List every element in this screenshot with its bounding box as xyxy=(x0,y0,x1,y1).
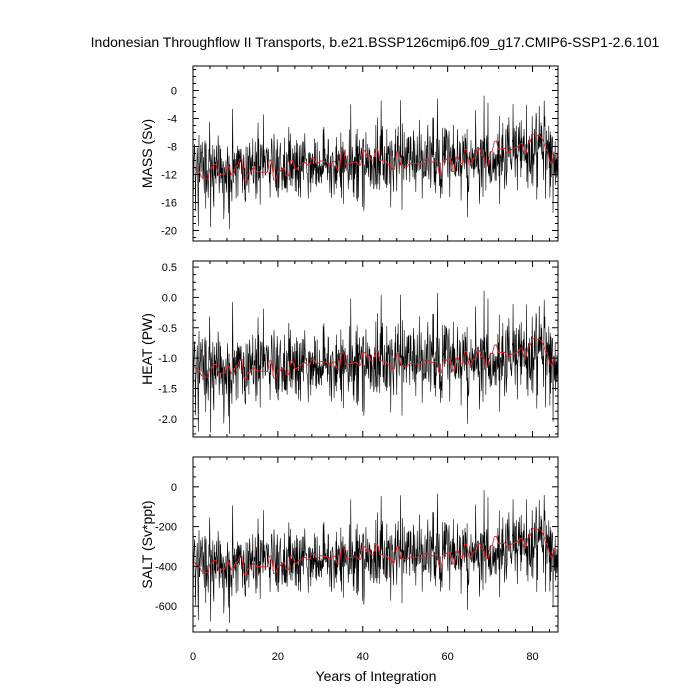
y-tick-label: -12 xyxy=(161,170,177,182)
panel-salt: 0 -200 -400 -600 SALT (Sv*ppt) 0 20 40 60 80 xyxy=(139,456,559,663)
y-tick-label: -20 xyxy=(161,226,177,238)
x-tick-label: 0 xyxy=(190,651,196,663)
x-ticks-salt xyxy=(192,457,551,632)
y-tick-label: 0 xyxy=(171,86,177,98)
y-tick-label: 0.0 xyxy=(162,292,177,304)
chart-title: Indonesian Throughflow II Transports, b.… xyxy=(91,34,660,50)
x-axis-title: Years of Integration xyxy=(316,668,437,684)
y-tick-label: -1.0 xyxy=(158,353,177,365)
y-axis-title-heat: HEAT (PW) xyxy=(139,313,155,385)
x-tick-label: 80 xyxy=(526,651,538,663)
y-tick-label: -2.0 xyxy=(158,414,177,426)
y-tick-label: 0.5 xyxy=(162,262,177,274)
y-tick-label: -8 xyxy=(167,142,177,154)
series-monthly-mass xyxy=(193,95,558,229)
plot-frame-heat xyxy=(192,260,559,438)
x-tick-label: 20 xyxy=(272,651,284,663)
y-tick-label: -400 xyxy=(155,561,177,573)
series-annual-heat xyxy=(193,337,557,379)
y-tick-label: -16 xyxy=(161,198,177,210)
x-ticks-mass xyxy=(192,66,551,241)
y-ticks-heat xyxy=(193,266,558,435)
y-tick-label: -200 xyxy=(155,522,177,534)
y-tick-label: -0.5 xyxy=(158,323,177,335)
y-tick-label: -4 xyxy=(167,114,177,126)
chart-panels: 0 -4 -8 -12 -16 -20 MASS (Sv) 0.5 0.0 -0.5 -1.0 -1.… xyxy=(139,65,559,663)
y-axis-title-salt: SALT (Sv*ppt) xyxy=(139,500,155,588)
panel-mass: 0 -4 -8 -12 -16 -20 MASS (Sv) xyxy=(139,65,559,242)
panel-heat: 0.5 0.0 -0.5 -1.0 -1.5 -2.0 HEAT (PW) xyxy=(139,260,559,438)
x-tick-label: 60 xyxy=(442,651,454,663)
y-ticks-salt xyxy=(193,456,558,627)
y-axis-title-mass: MASS (Sv) xyxy=(139,119,155,188)
y-ticks-mass xyxy=(193,69,558,238)
plot-frame-salt xyxy=(192,456,559,633)
y-tick-label: -1.5 xyxy=(158,383,177,395)
series-annual-mass xyxy=(193,133,557,181)
x-ticks-heat xyxy=(192,261,551,437)
series-monthly-salt xyxy=(193,490,558,624)
series-annual-salt xyxy=(193,527,557,576)
y-tick-label: 0 xyxy=(171,482,177,494)
series-monthly-heat xyxy=(193,290,558,434)
x-tick-label: 40 xyxy=(357,651,369,663)
y-tick-label: -600 xyxy=(155,601,177,613)
